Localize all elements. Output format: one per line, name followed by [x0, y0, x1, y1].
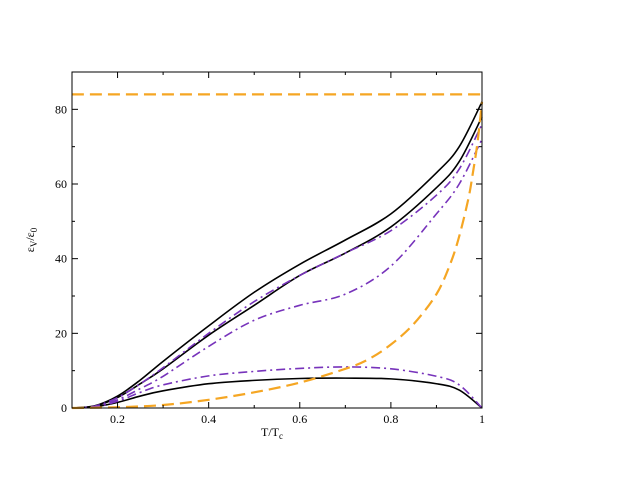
- y-tick-label: 80: [55, 102, 67, 116]
- x-tick-label: 0.6: [292, 412, 307, 426]
- y-axis-title-sub1: V: [29, 240, 39, 247]
- x-axis-title: T/Tc: [261, 425, 283, 441]
- y-tick-label: 40: [55, 252, 67, 266]
- y-axis-title-mid: /ε: [23, 232, 37, 240]
- series-line-4: [71, 366, 483, 409]
- x-tick-label: 0.8: [383, 412, 398, 426]
- series-line-3: [71, 101, 483, 409]
- y-axis-title: εV/ε0: [23, 227, 39, 252]
- series-line-2: [71, 116, 483, 409]
- ticks-layer: 0.2 0.4 0.6 0.8 1 0 20 40 60 80: [55, 71, 485, 426]
- y-axis-title-main: ε: [23, 247, 37, 252]
- y-tick-label: 20: [55, 326, 67, 340]
- x-tick-label: 0.2: [110, 412, 125, 426]
- x-axis-title-main: T/T: [261, 425, 280, 439]
- x-tick-label: 1: [479, 412, 485, 426]
- y-tick-label: 0: [61, 401, 67, 415]
- plot-frame: [71, 71, 483, 409]
- series-line-8: [71, 101, 484, 410]
- x-tick-label: 0.4: [201, 412, 216, 426]
- series-line-6: [71, 123, 483, 409]
- y-tick-label: 60: [55, 177, 67, 191]
- y-axis-title-sub2: 0: [29, 227, 39, 232]
- series-line-5: [71, 138, 483, 409]
- series-layer: [71, 93, 484, 410]
- x-axis-title-sub: c: [279, 431, 283, 441]
